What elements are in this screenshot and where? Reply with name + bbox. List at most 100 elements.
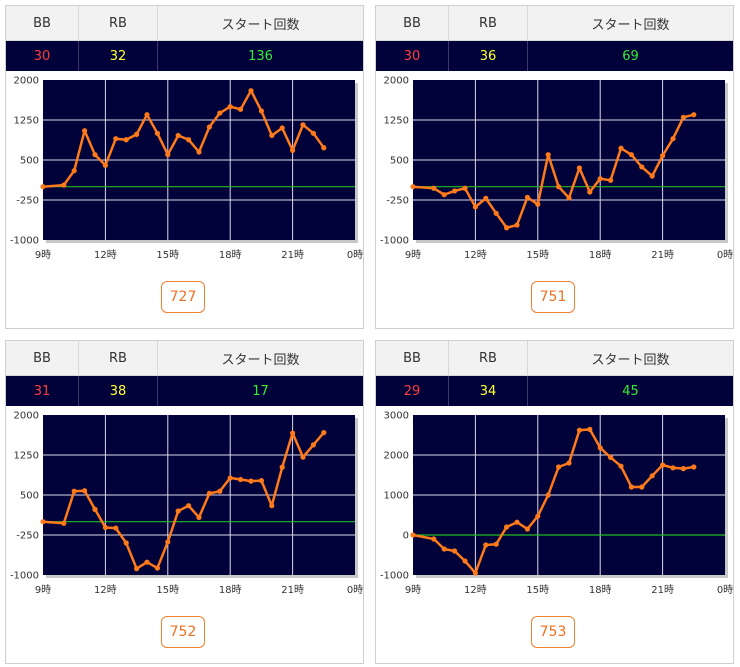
data-point xyxy=(410,184,416,190)
x-tick-label: 12時 xyxy=(94,584,117,596)
slot-panel: BB RB スタート回数 30 36 69 9時 12時 15時 18時 21時 0時 20… xyxy=(375,5,734,329)
data-point xyxy=(639,484,645,490)
data-point xyxy=(206,124,212,130)
x-tick-label: 0時 xyxy=(717,584,733,596)
data-point xyxy=(597,176,603,182)
data-point xyxy=(535,201,541,207)
y-tick-label: 3000 xyxy=(384,411,409,422)
data-point xyxy=(410,532,416,538)
data-point xyxy=(227,475,233,481)
data-point xyxy=(587,189,593,195)
data-point xyxy=(514,519,520,525)
data-point xyxy=(545,492,551,498)
data-point xyxy=(504,225,510,231)
y-tick-label: 1250 xyxy=(14,451,39,462)
data-point xyxy=(310,442,316,448)
machine-number-button[interactable]: 751 xyxy=(531,281,575,313)
data-point xyxy=(134,566,140,572)
data-point xyxy=(196,149,202,155)
data-point xyxy=(40,519,46,525)
y-tick-label: 1250 xyxy=(14,116,39,127)
data-point xyxy=(691,112,697,118)
x-tick-label: 0時 xyxy=(347,584,363,596)
data-point xyxy=(680,114,686,120)
machine-number-button[interactable]: 753 xyxy=(531,616,575,648)
data-point xyxy=(144,112,150,118)
bb-header: BB xyxy=(6,341,79,376)
y-tick-label: -1000 xyxy=(380,236,409,247)
data-point xyxy=(310,130,316,136)
data-point xyxy=(524,526,530,532)
data-point xyxy=(290,430,296,436)
y-tick-label: -1000 xyxy=(10,236,39,247)
data-point xyxy=(670,136,676,142)
x-tick-label: 21時 xyxy=(651,249,674,261)
data-point xyxy=(462,558,468,564)
data-point xyxy=(691,464,697,470)
x-tick-label: 12時 xyxy=(464,249,487,261)
machine-number-button[interactable]: 752 xyxy=(161,616,205,648)
x-tick-label: 21時 xyxy=(651,584,674,596)
data-point xyxy=(186,503,192,509)
x-tick-label: 0時 xyxy=(347,249,363,261)
slot-panel: BB RB スタート回数 29 34 45 9時 12時 15時 18時 21時 0時 30… xyxy=(375,340,734,664)
y-tick-label: 1250 xyxy=(384,116,409,127)
stats-table: BB RB スタート回数 29 34 45 xyxy=(376,341,733,406)
x-tick-label: 12時 xyxy=(464,584,487,596)
data-point xyxy=(472,204,478,210)
x-tick-label: 15時 xyxy=(526,584,549,596)
machine-number-button[interactable]: 727 xyxy=(161,281,205,313)
x-tick-label: 9時 xyxy=(405,584,421,596)
data-point xyxy=(628,484,634,490)
diff-line-chart: 9時 12時 15時 18時 21時 0時 2000 1250 500 -250 -1000 xyxy=(10,76,363,262)
data-point xyxy=(452,548,458,554)
data-point xyxy=(40,184,46,190)
rb-header: RB xyxy=(78,341,158,376)
data-point xyxy=(175,132,181,139)
data-point xyxy=(269,503,275,509)
data-point xyxy=(290,147,296,153)
data-point xyxy=(61,182,67,188)
data-point xyxy=(123,540,129,546)
x-tick-label: 9時 xyxy=(35,249,51,261)
start-count-header: スタート回数 xyxy=(157,341,363,376)
x-tick-label: 15時 xyxy=(156,249,179,261)
y-tick-label: 2000 xyxy=(384,76,409,87)
data-point xyxy=(493,210,499,216)
data-point xyxy=(483,542,489,548)
data-point xyxy=(462,185,468,191)
stats-table: BB RB スタート回数 30 36 69 xyxy=(376,6,733,71)
data-point xyxy=(608,177,614,183)
data-point xyxy=(196,514,202,520)
start-count-header: スタート回数 xyxy=(157,6,363,41)
diff-line-chart: 9時 12時 15時 18時 21時 0時 3000 2000 1000 0 -1000 xyxy=(380,411,733,597)
y-tick-label: 1000 xyxy=(384,491,409,502)
x-tick-label: 21時 xyxy=(281,584,304,596)
y-tick-label: 500 xyxy=(20,491,39,502)
data-point xyxy=(566,195,572,201)
data-point xyxy=(154,565,160,571)
y-tick-label: -250 xyxy=(16,531,39,542)
bb-header: BB xyxy=(6,6,79,41)
data-point xyxy=(514,222,520,228)
data-point xyxy=(504,524,510,530)
y-tick-label: -1000 xyxy=(10,571,39,582)
bb-value: 30 xyxy=(6,40,79,71)
data-point xyxy=(269,132,275,139)
stats-table: BB RB スタート回数 30 32 136 xyxy=(6,6,363,71)
x-tick-label: 0時 xyxy=(717,249,733,261)
x-tick-label: 18時 xyxy=(589,584,612,596)
data-point xyxy=(556,184,562,190)
data-point xyxy=(258,108,264,114)
y-tick-label: 500 xyxy=(20,156,39,167)
x-tick-label: 15時 xyxy=(156,584,179,596)
data-point xyxy=(71,168,77,174)
data-point xyxy=(102,524,108,531)
data-point xyxy=(175,508,181,514)
data-point xyxy=(321,430,327,436)
data-point xyxy=(238,106,244,112)
rb-value: 36 xyxy=(448,40,528,71)
y-tick-label: 2000 xyxy=(14,76,39,87)
data-point xyxy=(82,488,88,494)
bb-header: BB xyxy=(376,6,449,41)
